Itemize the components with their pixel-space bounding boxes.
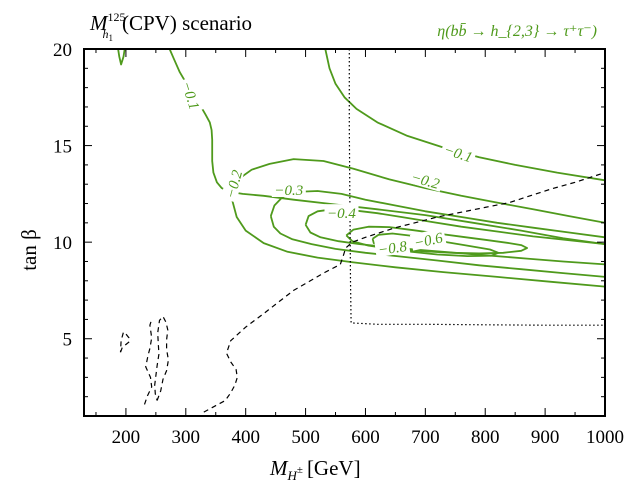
y-tick-label-10: 10 xyxy=(53,233,72,254)
dashed-exclusion-lines xyxy=(119,172,605,413)
contour-label-minus0.4: −0.4 xyxy=(327,206,356,222)
contour-label-minus0.2: −0.2 xyxy=(409,170,442,193)
contour-level-labels: −0.1−0.1−0.2−0.2 −0.3−0.4−0.6−0.8 xyxy=(178,76,478,259)
contour-label-bg xyxy=(409,227,447,251)
y-tick-label-20: 20 xyxy=(53,40,72,61)
contour-label-minus0.2: −0.2 xyxy=(223,168,246,201)
contour-label-bg xyxy=(407,167,445,192)
dashed-line-0 xyxy=(203,172,605,413)
title-superscript: 125 xyxy=(108,10,126,24)
x-tick-label-1000: 1000 xyxy=(586,427,624,448)
contour-line-minus0.4-0 xyxy=(304,208,605,245)
contour-label-bg xyxy=(324,204,359,221)
contour-line-minus0.3-1 xyxy=(269,215,605,278)
x-tick-label-500: 500 xyxy=(291,427,320,448)
y-axis: 5 10 15 20 xyxy=(53,40,72,351)
y-tick-label-5: 5 xyxy=(63,330,73,351)
chart-title: M125 h1 (CPV) scenario xyxy=(89,10,252,43)
x-title-symbol: M xyxy=(269,456,289,480)
plot-frame xyxy=(83,48,606,417)
x-tick-label-600: 600 xyxy=(351,427,380,448)
x-tick-label-200: 200 xyxy=(112,427,141,448)
dashed-line-3 xyxy=(154,315,169,401)
title-symbol: M xyxy=(89,11,109,35)
title-subscript: h xyxy=(103,27,109,41)
x-tick-label-300: 300 xyxy=(172,427,201,448)
x-title-unit: [GeV] xyxy=(307,456,361,480)
contour-line-minus0.1-2 xyxy=(324,49,605,182)
contour-label-minus0.3: −0.3 xyxy=(274,183,303,199)
contour-label-bg xyxy=(374,236,411,258)
contour-line-minus0.1-0 xyxy=(117,49,126,66)
y-tick-label-15: 15 xyxy=(53,137,72,158)
title-subsubscript: 1 xyxy=(109,33,114,43)
legend-annotation: η(bb̄ → h_{2,3} → τ⁺τ⁻) xyxy=(437,23,597,40)
contour-label-minus0.6: −0.6 xyxy=(413,230,445,252)
y-axis-title: tan β xyxy=(17,229,41,271)
x-axis: 200 300 400 500 600 700 800 900 1000 xyxy=(112,427,624,448)
contour-label-bg xyxy=(271,181,306,198)
x-title-subsup: ± xyxy=(297,464,303,476)
contour-line-minus0.2-1 xyxy=(230,196,605,288)
contour-label-bg xyxy=(439,139,478,166)
contour-label-bg xyxy=(178,76,205,114)
x-tick-label-700: 700 xyxy=(411,427,440,448)
x-tick-label-900: 900 xyxy=(531,427,560,448)
contour-label-minus0.1: −0.1 xyxy=(178,79,202,111)
x-axis-title: MH± [GeV] xyxy=(269,456,361,483)
contour-label-minus0.1: −0.1 xyxy=(442,142,474,166)
x-title-subscript: H xyxy=(287,468,298,483)
dashed-line-2 xyxy=(143,319,153,405)
contour-line-minus0.2-0 xyxy=(230,158,605,224)
x-tick-label-400: 400 xyxy=(231,427,260,448)
x-tick-label-800: 800 xyxy=(471,427,500,448)
dashed-line-1 xyxy=(119,331,131,353)
contour-label-bg xyxy=(220,165,245,203)
axis-ticks xyxy=(84,48,606,416)
title-text: (CPV) scenario xyxy=(122,11,252,35)
contour-label-minus0.8: −0.8 xyxy=(377,239,408,259)
